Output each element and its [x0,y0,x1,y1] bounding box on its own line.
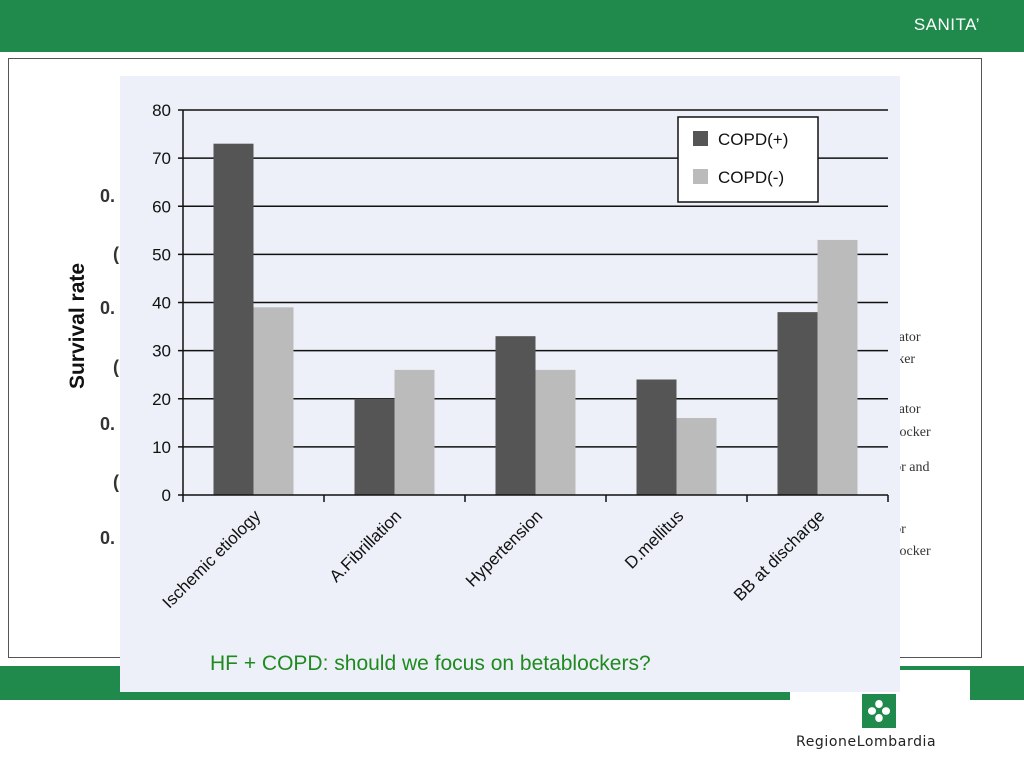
y-tick-label: 0 [162,486,171,505]
bar-copd-minus [676,418,717,495]
x-tick-label: D.mellitus [621,506,687,572]
y-tick-label: 50 [152,245,171,264]
y-tick-label: 30 [152,342,171,361]
bg-left-1: ( [113,244,119,264]
y-tick-label: 40 [152,294,171,313]
bg-left-4: 0. [100,414,116,434]
bar-copd-plus [495,336,536,495]
bar-copd-minus [535,369,576,495]
bg-left-5: ( [113,472,119,492]
x-tick-label: Hypertension [462,506,546,590]
y-axis-label-text: Survival rate [66,263,89,389]
x-tick-label: A.Fibrillation [326,506,406,586]
chart-bars [213,143,858,495]
legend-label: COPD(+) [718,130,788,149]
bg-left-2: 0. [100,298,116,318]
bg-left-0: 0. [100,186,116,206]
top-banner: SANITA’ [0,0,1024,52]
x-tick-label: Ischemic etiology [159,506,265,612]
x-tick-labels: Ischemic etiology A.Fibrillation Hypertens… [159,506,829,612]
chart-axes [178,109,889,502]
y-tick-label: 80 [152,101,171,120]
bar-copd-plus [354,398,395,495]
logo-text: RegioneLombardia [796,734,937,750]
bar-copd-minus [394,369,435,495]
banner-title: SANITA’ [913,15,980,34]
y-tick-label: 70 [152,149,171,168]
bar-copd-minus [817,239,858,495]
y-tick-label: 20 [152,390,171,409]
bar-copd-plus [777,312,818,495]
legend-label: COPD(-) [718,168,784,187]
bar-copd-plus [213,143,254,495]
y-axis-label: Survival rate [66,263,89,389]
legend-swatch [693,169,708,184]
bar-copd-plus [636,379,677,495]
bg-left-3: ( [113,357,119,377]
y-tick-labels: 0 10 20 30 40 50 60 70 80 [152,101,171,505]
bg-left-6: 0. [100,528,116,548]
chart-legend: COPD(+) COPD(-) [677,116,819,203]
y-tick-label: 60 [152,197,171,216]
y-tick-label: 10 [152,438,171,457]
bar-copd-minus [253,307,294,495]
legend-swatch [693,131,708,146]
regione-lombardia-logo-icon [862,694,896,728]
x-tick-label: BB at discharge [730,506,828,604]
slide-caption: HF + COPD: should we focus on betablocke… [210,652,651,675]
